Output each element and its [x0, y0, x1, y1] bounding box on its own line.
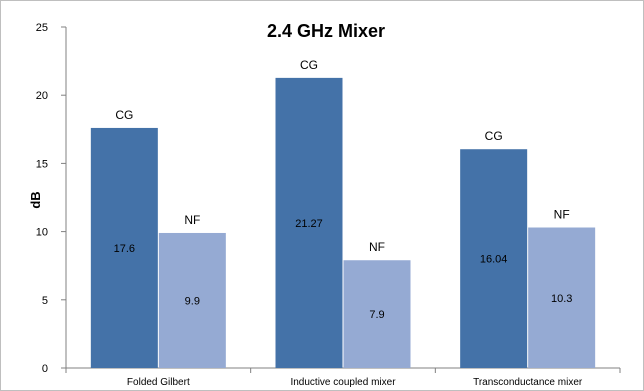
series-name-label: CG: [115, 108, 133, 122]
y-tick-label: 5: [42, 295, 48, 307]
y-tick-label: 10: [36, 227, 48, 239]
x-category-label: Transconductance mixer: [473, 377, 583, 388]
data-label: 21.27: [295, 218, 323, 230]
bar-cg: [275, 77, 343, 368]
y-tick-label: 20: [36, 90, 48, 102]
axes: 0 5 10 15 20 25: [36, 22, 621, 375]
x-category-label: Inductive coupled mixer: [290, 377, 396, 388]
data-label: 16.04: [480, 254, 508, 266]
y-tick-label: 15: [36, 158, 48, 170]
bar-nf: [528, 227, 596, 368]
series-name-label: CG: [300, 58, 318, 72]
labels: 17.6 CG 9.9 NF Folded Gilbert 21.27 CG 7.9 NF Ind…: [114, 58, 583, 388]
bar-nf: [158, 232, 226, 368]
x-category-label: Folded Gilbert: [127, 377, 190, 388]
series-name-label: NF: [554, 208, 570, 222]
bar-cg: [460, 149, 528, 368]
bars: [90, 77, 596, 368]
y-axis-label: dB: [28, 191, 43, 208]
y-tick-label: 25: [36, 22, 48, 34]
y-tick-label: 0: [42, 363, 48, 375]
chart-title: 2.4 GHz Mixer: [267, 21, 385, 41]
bar-nf: [343, 260, 411, 368]
series-name-label: NF: [184, 213, 200, 227]
data-label: 10.3: [551, 293, 572, 305]
bar-cg: [90, 127, 158, 368]
data-label: 17.6: [114, 243, 135, 255]
series-name-label: CG: [485, 129, 503, 143]
data-label: 9.9: [185, 295, 200, 307]
series-name-label: NF: [369, 240, 385, 254]
data-label: 7.9: [369, 309, 384, 321]
